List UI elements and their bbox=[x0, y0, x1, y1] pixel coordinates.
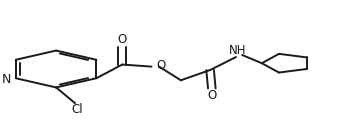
Text: O: O bbox=[156, 59, 165, 72]
Text: NH: NH bbox=[229, 44, 246, 57]
Text: O: O bbox=[118, 33, 127, 46]
Text: N: N bbox=[1, 73, 11, 86]
Text: Cl: Cl bbox=[71, 103, 82, 116]
Text: O: O bbox=[207, 89, 216, 102]
